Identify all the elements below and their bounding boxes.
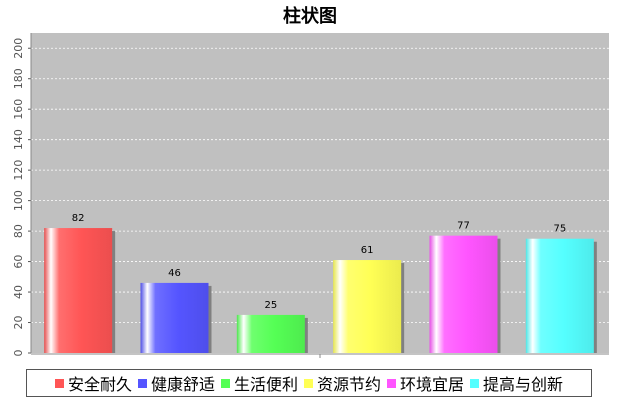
- plot-area: [31, 33, 609, 353]
- data-label: 61: [361, 245, 374, 256]
- legend-item: 提高与创新: [470, 371, 563, 395]
- y-tick-label: 160: [12, 99, 25, 120]
- data-label: 75: [553, 224, 566, 235]
- bar: [333, 260, 402, 353]
- y-tick-label: 0: [12, 350, 25, 357]
- bar: [44, 228, 113, 353]
- y-tick-label: 140: [12, 129, 25, 150]
- y-tick-label: 200: [12, 38, 25, 59]
- data-label: 25: [264, 300, 277, 311]
- y-tick-label: 80: [12, 224, 25, 238]
- legend-item: 生活便利: [220, 371, 298, 395]
- legend-swatch: [304, 378, 313, 388]
- legend-swatch: [137, 378, 147, 388]
- y-tick-label: 120: [12, 160, 25, 181]
- data-label: 46: [168, 268, 181, 279]
- bar: [140, 282, 209, 353]
- y-tick-label: 100: [12, 190, 25, 211]
- legend-swatch: [54, 378, 64, 388]
- legend-swatch: [470, 378, 480, 388]
- bar: [429, 235, 498, 353]
- data-label: 77: [457, 221, 470, 232]
- legend-item: 环境宜居: [387, 371, 464, 395]
- y-tick-label: 20: [12, 316, 25, 330]
- legend-label: 生活便利: [233, 375, 298, 394]
- bar: [525, 238, 594, 353]
- chart-title: 柱状图: [283, 6, 337, 27]
- bar: [236, 314, 305, 353]
- legend-item: 资源节约: [304, 371, 381, 395]
- legend: 安全耐久 健康舒适 生活便利 资源节约 环境宜居 提高与创新: [26, 369, 592, 397]
- legend-item: 安全耐久: [54, 371, 132, 395]
- legend-label: 环境宜居: [400, 375, 465, 394]
- legend-label: 健康舒适: [150, 375, 215, 394]
- legend-item: 健康舒适: [137, 371, 215, 395]
- data-label: 82: [72, 213, 85, 224]
- legend-label: 提高与创新: [483, 375, 564, 394]
- y-tick-label: 180: [12, 68, 25, 89]
- y-tick-label: 60: [12, 255, 25, 269]
- y-tick-label: 40: [12, 285, 25, 299]
- legend-swatch: [220, 378, 230, 388]
- legend-label: 资源节约: [317, 375, 382, 394]
- legend-swatch: [387, 378, 397, 388]
- legend-label: 安全耐久: [67, 375, 132, 394]
